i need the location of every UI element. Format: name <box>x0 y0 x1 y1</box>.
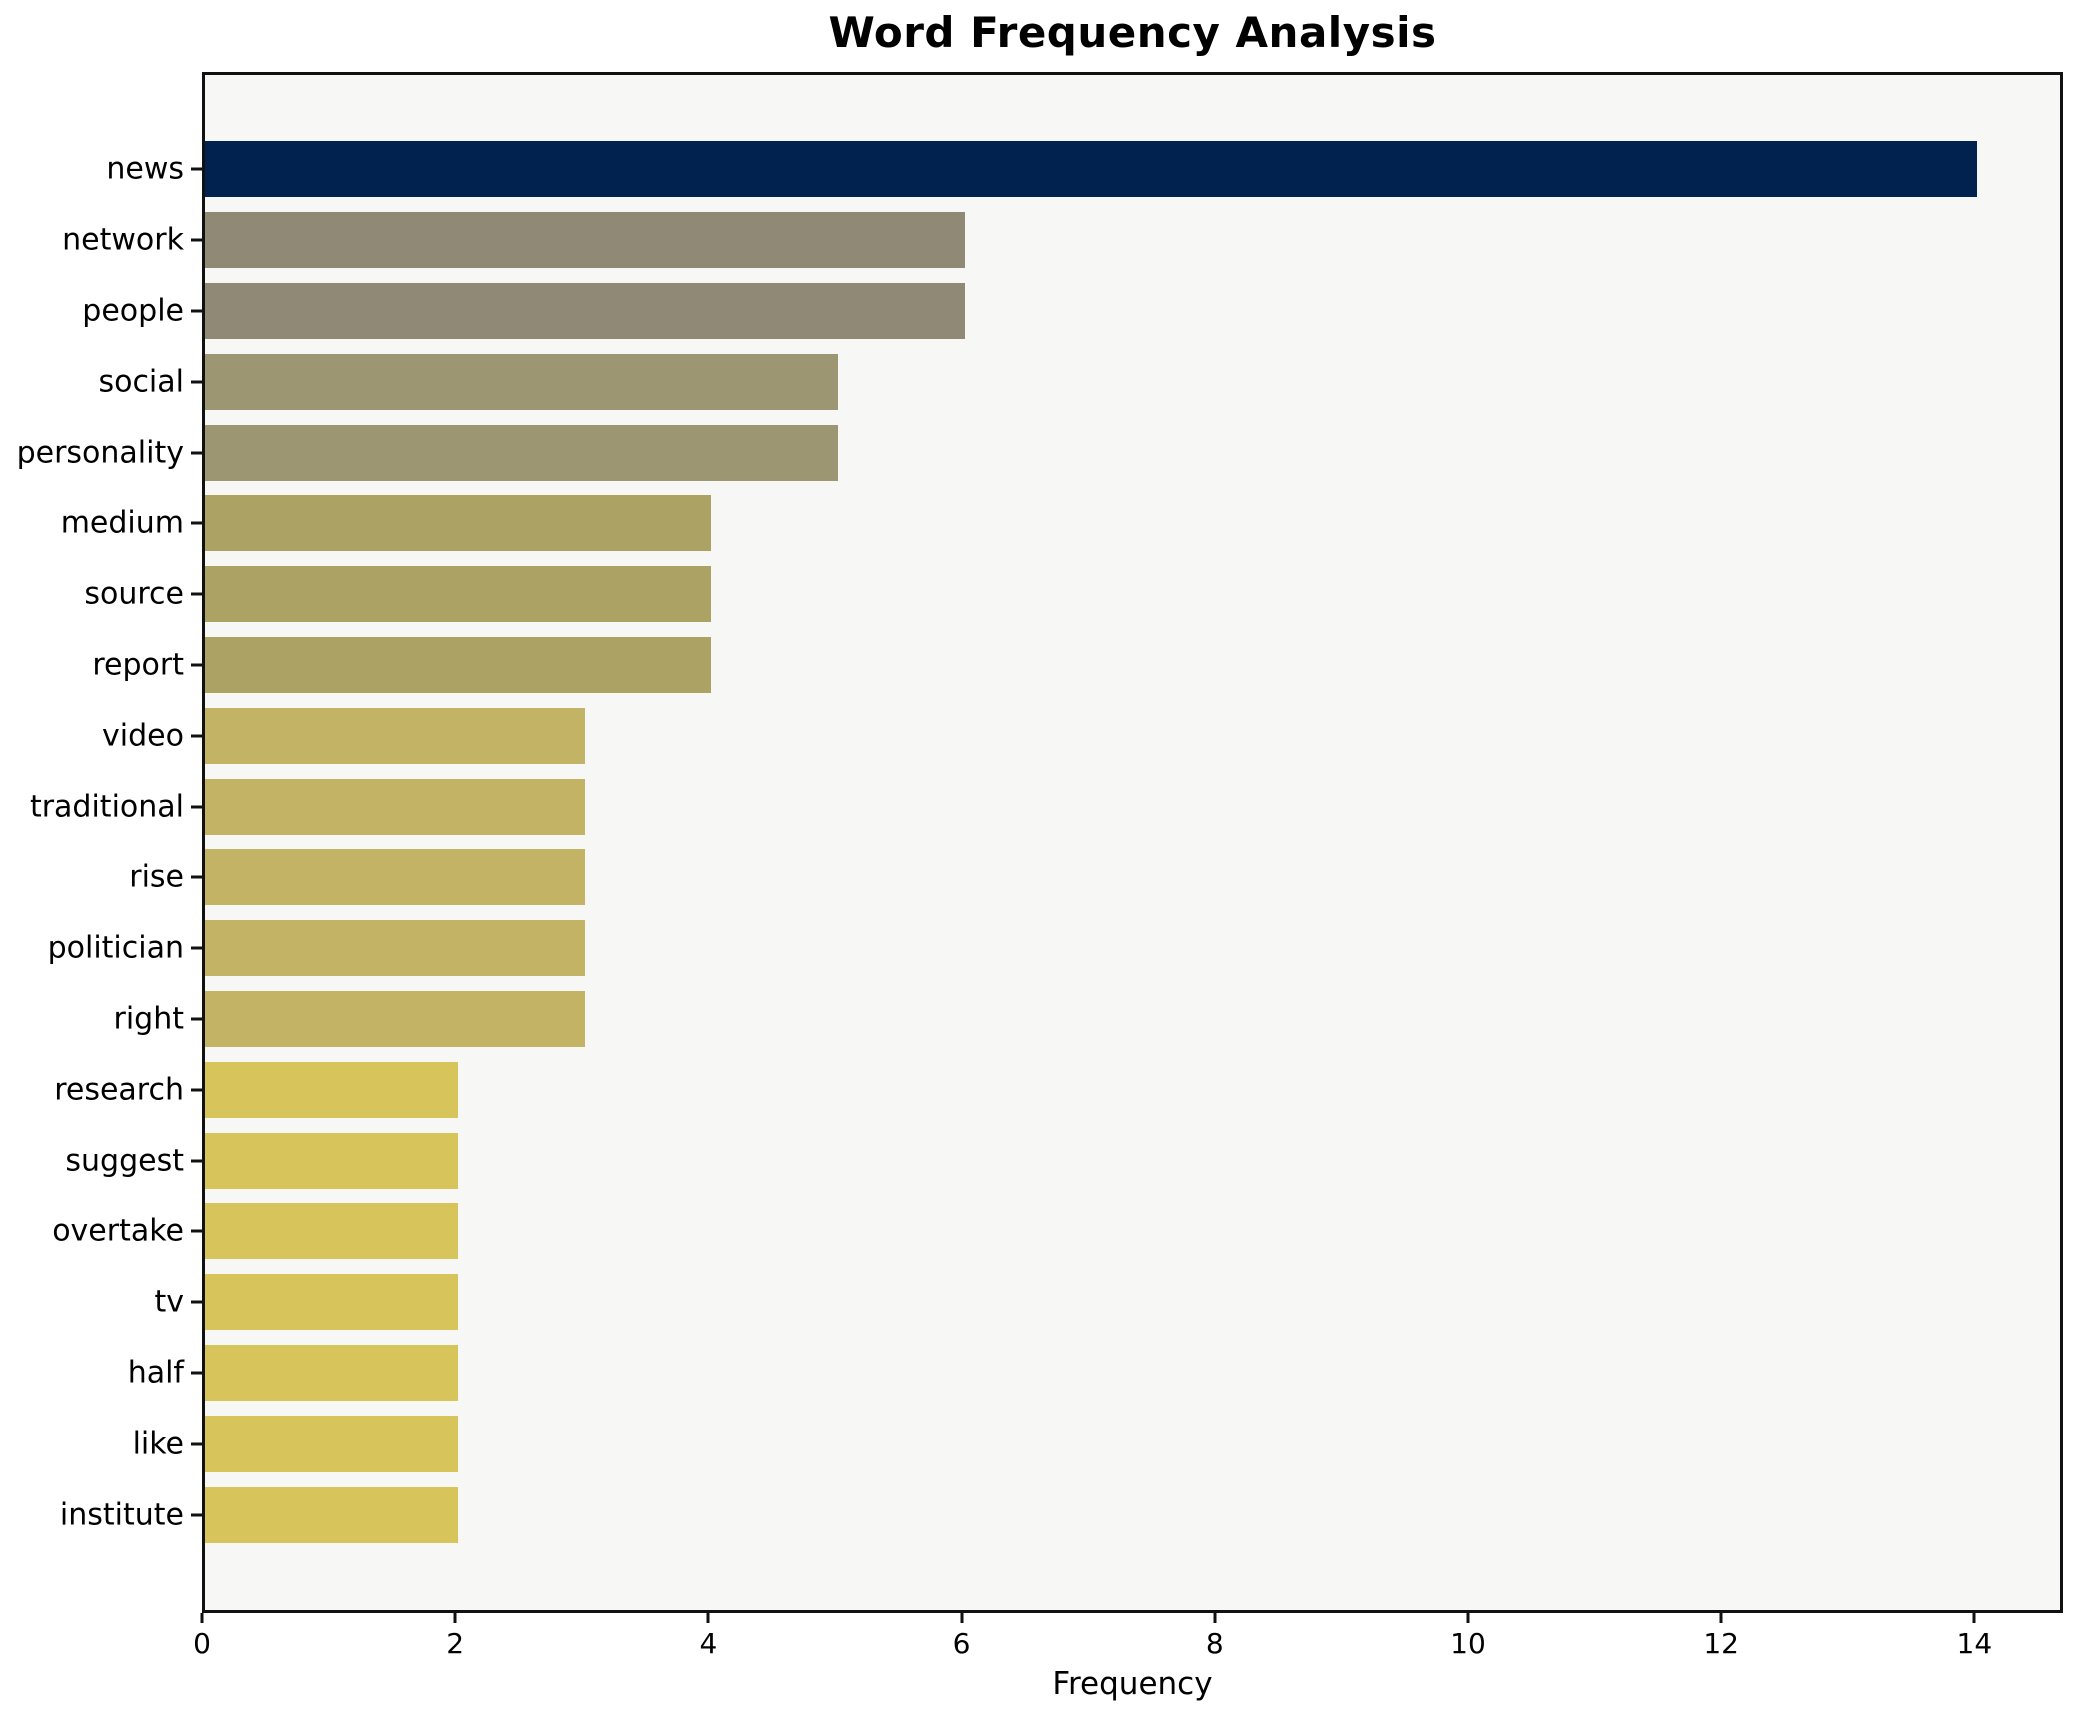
y-tick-mark-right <box>191 1017 202 1021</box>
bar-rise <box>205 849 585 906</box>
y-tick-mark-suggest <box>191 1159 202 1163</box>
y-tick-mark-rise <box>191 875 202 879</box>
y-tick-mark-people <box>191 309 202 313</box>
bar-half <box>205 1345 459 1401</box>
bar-politician <box>205 920 585 977</box>
bar-traditional <box>205 778 585 835</box>
x-tick-label-4: 4 <box>699 1627 718 1660</box>
bar-like <box>205 1415 459 1472</box>
x-tick-label-8: 8 <box>1205 1627 1224 1660</box>
y-tick-mark-report <box>191 663 202 667</box>
y-tick-mark-traditional <box>191 805 202 809</box>
plot-area <box>202 72 2063 1613</box>
y-tick-mark-personality <box>191 451 202 455</box>
y-tick-label-like: like <box>132 1426 184 1462</box>
y-tick-label-source: source <box>84 576 184 612</box>
x-tick-mark-0 <box>200 1613 204 1623</box>
y-tick-mark-video <box>191 734 202 738</box>
y-tick-label-half: half <box>127 1355 184 1391</box>
y-tick-mark-network <box>191 238 202 242</box>
x-tick-label-12: 12 <box>1703 1627 1739 1660</box>
bar-right <box>205 991 585 1047</box>
y-tick-label-social: social <box>98 364 184 400</box>
x-axis-label: Frequency <box>1052 1666 1213 1702</box>
y-tick-label-news: news <box>106 151 184 187</box>
y-tick-label-suggest: suggest <box>65 1143 184 1179</box>
x-tick-label-10: 10 <box>1450 1627 1486 1660</box>
bar-network <box>205 212 965 269</box>
chart-title: Word Frequency Analysis <box>828 8 1437 57</box>
y-tick-label-tv: tv <box>154 1284 184 1320</box>
y-tick-mark-half <box>191 1371 202 1375</box>
y-tick-label-network: network <box>62 222 184 258</box>
x-tick-mark-14 <box>1972 1613 1976 1623</box>
y-tick-label-traditional: traditional <box>29 789 184 825</box>
x-tick-mark-12 <box>1719 1613 1723 1623</box>
bar-medium <box>205 495 712 552</box>
y-tick-label-medium: medium <box>60 505 184 541</box>
y-tick-mark-news <box>191 167 202 171</box>
y-tick-mark-research <box>191 1088 202 1092</box>
y-tick-label-personality: personality <box>16 435 184 471</box>
y-tick-label-institute: institute <box>59 1497 184 1533</box>
bar-institute <box>205 1486 459 1543</box>
bar-source <box>205 566 712 623</box>
x-tick-mark-2 <box>453 1613 457 1623</box>
x-tick-mark-8 <box>1213 1613 1217 1623</box>
x-tick-label-14: 14 <box>1956 1627 1993 1660</box>
bar-report <box>205 637 712 693</box>
y-tick-label-rise: rise <box>129 859 184 895</box>
y-tick-mark-medium <box>191 521 202 525</box>
x-tick-mark-4 <box>706 1613 710 1623</box>
y-tick-label-right: right <box>113 1001 185 1037</box>
x-tick-label-6: 6 <box>952 1627 971 1660</box>
y-tick-mark-institute <box>191 1513 202 1517</box>
y-tick-mark-social <box>191 380 202 384</box>
y-tick-mark-tv <box>191 1300 202 1304</box>
y-tick-label-people: people <box>82 293 184 329</box>
x-tick-label-0: 0 <box>193 1627 211 1660</box>
bar-suggest <box>205 1132 459 1189</box>
bar-video <box>205 707 585 764</box>
y-tick-label-video: video <box>102 718 184 754</box>
bar-research <box>205 1061 459 1118</box>
x-tick-label-2: 2 <box>446 1627 465 1660</box>
bar-personality <box>205 424 838 481</box>
y-tick-label-report: report <box>92 647 184 683</box>
bar-news <box>205 141 1978 198</box>
y-tick-mark-source <box>191 592 202 596</box>
bar-people <box>205 283 965 339</box>
y-tick-mark-overtake <box>191 1229 202 1233</box>
y-tick-label-overtake: overtake <box>52 1213 184 1249</box>
y-tick-mark-like <box>191 1442 202 1446</box>
y-tick-mark-politician <box>191 946 202 950</box>
y-tick-label-politician: politician <box>47 930 184 966</box>
bar-tv <box>205 1274 459 1331</box>
bar-social <box>205 353 838 410</box>
x-tick-mark-6 <box>960 1613 964 1623</box>
x-tick-mark-10 <box>1466 1613 1470 1623</box>
y-tick-label-research: research <box>54 1072 184 1108</box>
bar-overtake <box>205 1203 459 1260</box>
